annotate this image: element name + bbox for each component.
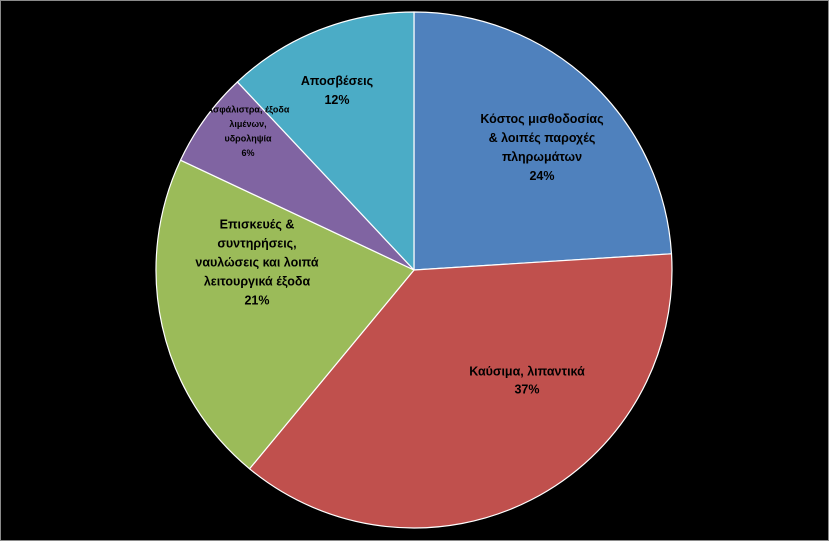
slice-label-line: Επισκευές & (220, 217, 295, 231)
slice-label-line: & λοιπές παροχές (489, 131, 596, 145)
pie-slice-2 (248, 253, 673, 529)
slice-label-line: υδροληψία (224, 134, 272, 144)
slice-label-3: Επισκευές & συντηρήσεις, ναυλώσεις και λοι… (195, 217, 319, 307)
slice-percent-label: 21% (244, 293, 269, 307)
slice-label-line: Κόστος μισθοδοσίας (480, 112, 603, 126)
pie-slice-5 (236, 11, 415, 271)
slice-percent-label: 24% (529, 169, 554, 183)
slice-label-line: Καύσιμα, λιπαντικά (469, 364, 585, 378)
slice-label-1: Κόστος μισθοδοσίας & λοιπές παροχές πληρωμ… (480, 112, 603, 183)
slice-label-line: λειτουργικά έξοδα (204, 274, 311, 288)
slice-label-line: λιμένων, (229, 119, 266, 129)
pie-labels: Κόστος μισθοδοσίας & λοιπές παροχές πληρωμ… (195, 74, 603, 397)
slice-label-line: Ασφάλιστρα, έξοδα (207, 105, 290, 115)
slice-label-line: συντηρήσεις, (217, 236, 296, 250)
slice-label-line: Αποσβέσεις (301, 74, 373, 88)
pie-slice-3 (155, 159, 415, 470)
pie-slices (155, 11, 673, 529)
slice-percent-label: 6% (241, 148, 254, 158)
slice-label-line: ναυλώσεις και λοιπά (195, 255, 319, 269)
slice-label-2: Καύσιμα, λιπαντικά 37% (469, 364, 585, 396)
slice-percent-label: 12% (324, 93, 349, 107)
slice-label-line: πληρωμάτων (502, 150, 582, 164)
slice-label-5: Αποσβέσεις 12% (301, 74, 373, 107)
pie-slice-1 (413, 11, 673, 271)
slice-percent-label: 37% (514, 382, 539, 396)
slice-label-4: Ασφάλιστρα, έξοδα λιμένων, υδροληψία 6% (207, 105, 290, 159)
